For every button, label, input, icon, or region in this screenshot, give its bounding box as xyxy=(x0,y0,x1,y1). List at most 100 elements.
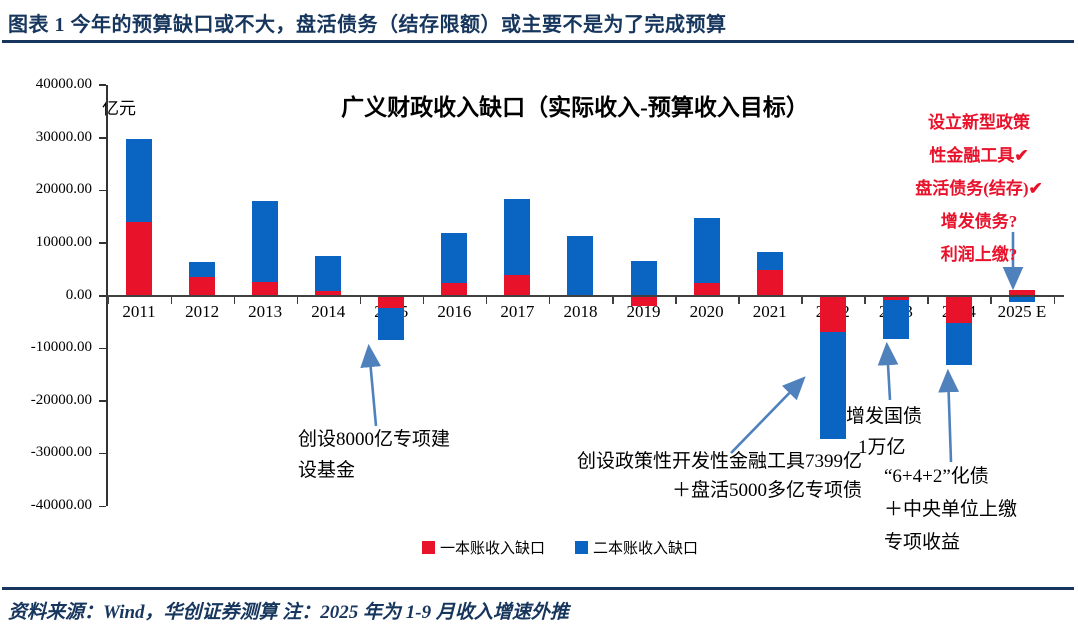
y-tick-mark xyxy=(99,84,106,86)
y-tick-label: -30000.00 xyxy=(30,444,92,461)
x-tick-mark xyxy=(170,297,173,304)
annotation-2024-line2: ＋中央单位上缴 xyxy=(884,499,1018,520)
x-tick-mark xyxy=(296,297,299,304)
x-category-label: 2019 xyxy=(626,302,661,321)
x-tick-mark xyxy=(675,297,677,304)
y-tick-label: -40000.00 xyxy=(30,497,92,514)
bar-segment-2025E-s0 xyxy=(1008,289,1035,296)
bar-segment-2020-s1 xyxy=(693,218,720,283)
legend-item: 一本账收入缺口 xyxy=(421,537,545,558)
x-tick-mark xyxy=(738,297,740,304)
bar-segment-2016-s0 xyxy=(441,282,468,296)
x-tick-mark xyxy=(864,297,866,304)
x-tick-mark xyxy=(107,297,109,304)
bar-segment-2021-s1 xyxy=(756,251,783,271)
x-tick-mark xyxy=(359,297,362,304)
annotation-2023-line2: 1万亿 xyxy=(858,437,906,458)
arrow-2015 xyxy=(360,343,382,427)
x-category-label: 2025 E xyxy=(997,302,1047,321)
bar-segment-2024-s0 xyxy=(945,297,972,323)
bar-segment-2011-s1 xyxy=(126,139,152,222)
x-tick-mark xyxy=(612,297,614,304)
source-note: 资料来源：Wind，华创证券测算 注：2025 年为 1-9 月收入增速外推 xyxy=(8,602,569,623)
legend-label: 二本账收入缺口 xyxy=(593,541,699,557)
legend: 一本账收入缺口 二本账收入缺口 xyxy=(340,537,780,558)
annotation-2024-line3: 专项收益 xyxy=(884,532,961,553)
bar-segment-2019-s1 xyxy=(630,261,657,296)
bar-segment-2017-s0 xyxy=(504,274,531,296)
bar-segment-2023-s0 xyxy=(882,297,909,300)
x-category-label: 2020 xyxy=(689,302,724,321)
y-tick-label: 40000.00 xyxy=(35,75,92,92)
y-tick-mark xyxy=(99,347,106,350)
x-tick-mark xyxy=(485,297,488,304)
x-category-label: 2011 xyxy=(122,302,156,321)
bar-segment-2024-s1 xyxy=(945,322,972,366)
y-axis-unit-label: 亿元 xyxy=(102,99,136,118)
y-tick-mark xyxy=(99,189,106,192)
bar-segment-2022-s0 xyxy=(819,297,846,333)
annotation-2025-line3: 盘活债务(结存)✔ xyxy=(915,179,1043,198)
annotation-2025-policies: 设立新型政策 性金融工具✔ 盘活债务(结存)✔ 增发债务? 利润上缴? xyxy=(886,106,1072,271)
y-tick-label: 30000.00 xyxy=(35,128,92,145)
arrow-2022 xyxy=(730,376,806,454)
bar-segment-2019-s0 xyxy=(630,297,657,306)
x-category-label: 2018 xyxy=(563,302,598,321)
x-tick-mark xyxy=(801,297,803,304)
arrow-2024 xyxy=(938,368,960,463)
annotation-2022-line1: 创设政策性开发性金融工具7399亿 xyxy=(576,451,862,472)
annotation-2025-line2: 性金融工具✔ xyxy=(929,146,1029,165)
bar-segment-2014-s1 xyxy=(315,255,342,292)
legend-swatch xyxy=(575,541,588,554)
x-tick-mark xyxy=(548,297,551,304)
legend-label: 一本账收入缺口 xyxy=(439,541,545,557)
figure-caption: 图表 1 今年的预算缺口或不大，盘活债务（结存限额）或主要不是为了完成预算 xyxy=(8,14,727,36)
legend-swatch xyxy=(421,541,435,554)
y-tick-label: -10000.00 xyxy=(30,339,92,356)
bar-segment-2012-s1 xyxy=(189,261,216,278)
bar-segment-2013-s1 xyxy=(252,200,279,283)
annotation-2025-line1: 设立新型政策 xyxy=(928,113,1030,132)
annotation-2024: “6+4+2”化债 ＋中央单位上缴 专项收益 xyxy=(884,460,1017,559)
y-tick-mark xyxy=(99,137,106,139)
header-rule xyxy=(2,40,1074,43)
bar-segment-2011-s0 xyxy=(126,221,152,296)
annotation-2023: 增发国债 1万亿 xyxy=(846,401,922,463)
x-category-label: 2021 xyxy=(752,302,787,321)
bar-segment-2012-s0 xyxy=(189,277,216,296)
bar-segment-2023-s1 xyxy=(882,299,909,340)
y-tick-mark xyxy=(99,505,106,508)
annotation-2025-line4: 增发债务? xyxy=(940,212,1018,231)
arrow-2023 xyxy=(877,341,899,401)
annotation-2022-line2: ＋盘活5000多亿专项债 xyxy=(671,480,862,501)
x-axis-line xyxy=(106,295,1064,297)
annotation-2015-line2: 设基金 xyxy=(298,460,356,481)
x-tick-mark xyxy=(1053,297,1055,304)
x-tick-mark xyxy=(233,297,236,304)
bar-segment-2025E-s1 xyxy=(1008,297,1035,303)
y-tick-mark xyxy=(99,452,106,455)
x-tick-mark xyxy=(422,297,425,304)
annotation-2015-line1: 创设8000亿专项建 xyxy=(298,429,451,450)
x-category-label: 2017 xyxy=(500,302,535,321)
y-tick-label: 10000.00 xyxy=(35,233,92,250)
y-tick-mark xyxy=(99,295,106,297)
annotation-2023-line1: 增发国债 xyxy=(846,406,923,427)
bar-segment-2017-s1 xyxy=(504,199,531,275)
y-tick-label: -20000.00 xyxy=(30,391,92,408)
bar-segment-2016-s1 xyxy=(441,232,468,283)
y-tick-mark xyxy=(99,242,106,244)
bar-segment-2015-s0 xyxy=(378,297,405,308)
y-tick-label: 0.00 xyxy=(65,286,92,303)
y-tick-label: 20000.00 xyxy=(35,181,92,198)
footer-rule xyxy=(2,587,1074,590)
x-tick-mark xyxy=(927,297,929,304)
x-category-label: 2013 xyxy=(248,302,283,321)
y-tick-mark xyxy=(99,400,106,402)
bar-segment-2021-s0 xyxy=(756,270,783,296)
annotation-2025-line5: 利润上缴? xyxy=(940,245,1018,264)
bar-segment-2020-s0 xyxy=(693,282,720,296)
bar-segment-2015-s1 xyxy=(378,307,405,340)
bar-segment-2018-s1 xyxy=(567,235,594,296)
